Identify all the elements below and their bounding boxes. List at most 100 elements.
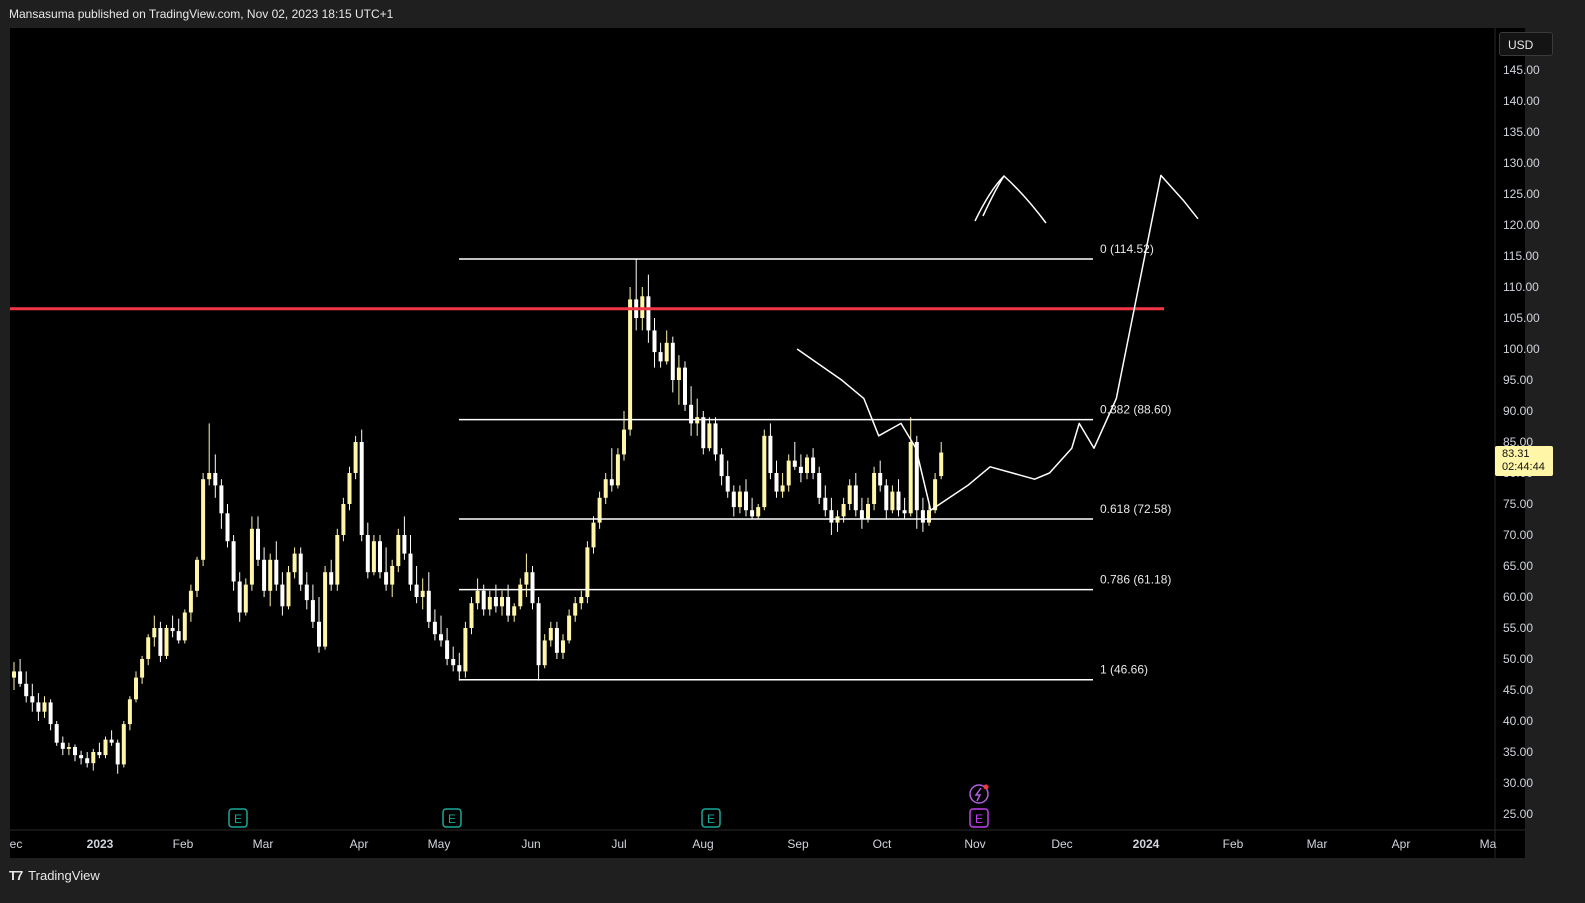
candle-body <box>280 584 285 607</box>
candle-body <box>884 485 889 511</box>
earnings-icon <box>969 808 989 828</box>
y-tick-label: 145.00 <box>1503 63 1540 77</box>
candle-body <box>493 597 498 607</box>
candle-body <box>140 659 145 678</box>
candle-body <box>737 491 742 508</box>
candle-body <box>298 553 303 585</box>
last-price-badge: 83.31 02:44:44 <box>1495 446 1553 476</box>
candle-body <box>103 739 108 756</box>
x-tick-label: Sep <box>787 837 809 851</box>
candle-body <box>811 457 816 473</box>
x-tick-label: Mar <box>1307 837 1328 851</box>
candle-body <box>420 590 425 597</box>
candle-body <box>585 547 590 597</box>
x-tick-label: 2023 <box>87 837 114 851</box>
x-tick-label: Jul <box>611 837 626 851</box>
candle-body <box>731 491 736 508</box>
candle-body <box>500 597 504 607</box>
currency-selector[interactable]: USD <box>1499 32 1553 56</box>
flash-bolt <box>974 787 982 802</box>
candle-body <box>689 404 694 424</box>
candle-body <box>859 510 864 520</box>
candle-body <box>109 739 114 743</box>
candle-body <box>310 600 315 622</box>
y-tick-label: 50.00 <box>1503 652 1533 666</box>
candle-body <box>530 572 535 604</box>
candle-body <box>152 628 157 638</box>
candle-body <box>121 724 126 765</box>
candle-body <box>347 473 352 504</box>
earnings-icon <box>228 808 248 828</box>
candle-body <box>829 510 834 523</box>
y-tick-label: 85.00 <box>1503 435 1533 449</box>
candle-body <box>371 541 376 573</box>
x-tick-label: Feb <box>173 837 194 851</box>
candle-body <box>146 637 151 659</box>
candle-body <box>408 553 413 585</box>
candle-body <box>676 367 681 380</box>
chart-area[interactable] <box>10 28 1525 858</box>
candle-body <box>896 491 901 511</box>
candle-body <box>225 513 230 542</box>
y-tick-label: 35.00 <box>1503 745 1533 759</box>
candle-body <box>426 590 431 622</box>
candle-body <box>750 510 755 517</box>
candle-body <box>615 454 620 486</box>
candle-body <box>866 504 870 520</box>
candle-body <box>115 742 120 765</box>
projection-arrow-stroke <box>982 175 1005 217</box>
candle-body <box>79 755 84 759</box>
candle-body <box>719 454 724 477</box>
candle-body <box>554 628 559 653</box>
fib-level-label: 0 (114.52) <box>1100 242 1154 256</box>
candle-body <box>170 628 175 632</box>
candle-body <box>914 442 919 511</box>
candle-body <box>127 699 132 725</box>
candle-body <box>597 497 602 523</box>
y-tick-label: 125.00 <box>1503 187 1540 201</box>
y-tick-label: 40.00 <box>1503 714 1533 728</box>
candle-body <box>475 590 480 604</box>
projection-path <box>796 174 1199 511</box>
earnings-label: E <box>975 812 983 826</box>
candle-body <box>402 535 407 554</box>
x-tick-label: Aug <box>692 837 713 851</box>
candle-body <box>237 581 242 613</box>
candle-body <box>890 491 895 511</box>
x-tick-label: Ma <box>1480 837 1497 851</box>
candle-body <box>18 671 23 684</box>
candle-body <box>646 296 651 331</box>
candle-body <box>396 535 401 566</box>
candle-body <box>359 442 364 535</box>
flash-icon <box>969 784 989 804</box>
candle-body <box>713 423 718 455</box>
candle-body <box>506 597 511 616</box>
y-tick-label: 105.00 <box>1503 311 1540 325</box>
earnings-label: E <box>448 812 456 826</box>
candle-body <box>54 724 59 743</box>
fib-level-label: 0.382 (88.60) <box>1100 403 1171 417</box>
candle-body <box>591 522 596 548</box>
candle-body <box>841 504 846 517</box>
tradingview-logo[interactable]: T7 TradingView <box>9 868 100 883</box>
candle-body <box>231 541 236 582</box>
candle-body <box>487 597 492 610</box>
fib-level-label: 0.786 (61.18) <box>1100 573 1171 587</box>
candle-body <box>158 628 163 656</box>
footer-bar <box>0 858 1585 903</box>
y-tick-label: 95.00 <box>1503 373 1533 387</box>
candle-body <box>908 442 913 514</box>
candle-body <box>567 615 572 641</box>
published-text: Mansasuma published on TradingView.com, … <box>9 7 394 21</box>
candle-body <box>195 559 199 591</box>
candle-body <box>292 553 297 573</box>
candle-body <box>786 460 791 486</box>
x-tick-label: Jun <box>521 837 540 851</box>
x-tick-label: Apr <box>1392 837 1411 851</box>
candle-body <box>439 634 443 641</box>
earnings-icon <box>701 808 721 828</box>
x-tick-label: Mar <box>253 837 274 851</box>
candle-body <box>365 535 370 573</box>
candle-body <box>805 457 809 473</box>
candle-body <box>97 752 102 756</box>
